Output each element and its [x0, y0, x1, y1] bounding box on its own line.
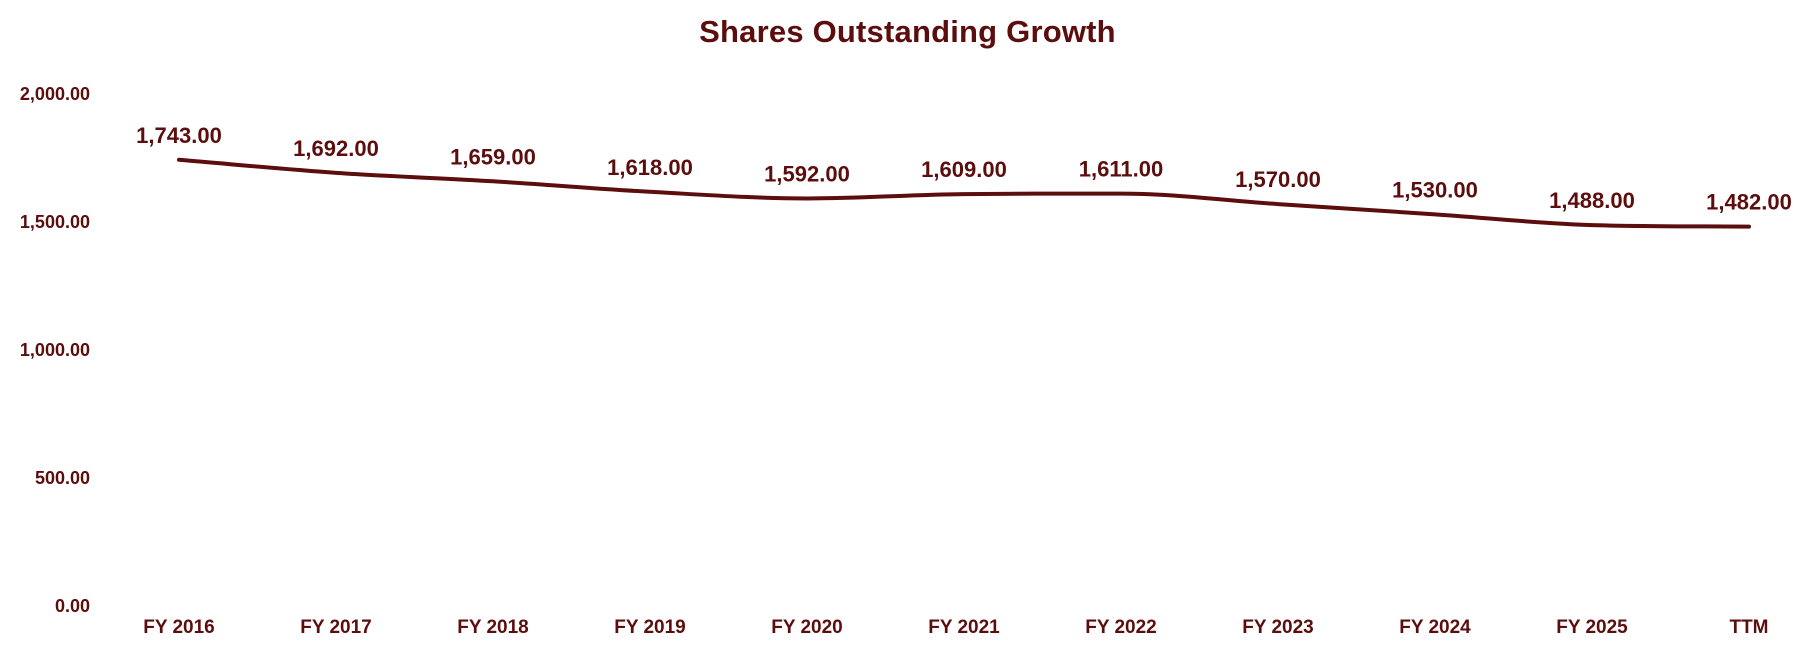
y-tick-label: 500.00 [35, 468, 90, 488]
data-point [177, 158, 181, 162]
data-point [1433, 212, 1437, 216]
data-point [1747, 225, 1751, 229]
x-tick-label: FY 2019 [614, 617, 685, 638]
data-label: 1,611.00 [1079, 157, 1163, 182]
x-tick-label: FY 2023 [1242, 617, 1313, 638]
data-point [805, 196, 809, 200]
y-tick-label: 0.00 [55, 596, 90, 616]
data-labels-group: 1,743.00 1,692.00 1,659.00 1,618.00 1,592.00… [136, 123, 1792, 215]
x-tick-label: FY 2018 [457, 617, 528, 638]
series-group [177, 157, 1751, 229]
data-label: 1,692.00 [293, 136, 379, 161]
x-tick-label: FY 2020 [771, 617, 842, 638]
x-tick-label: FY 2016 [143, 617, 214, 638]
data-point [1119, 192, 1123, 196]
data-label: 1,743.00 [136, 123, 222, 148]
data-point [491, 179, 495, 183]
x-tick-label: TTM [1729, 617, 1768, 638]
x-tick-label: FY 2022 [1085, 617, 1156, 638]
data-label: 1,592.00 [764, 161, 850, 186]
x-tick-label: FY 2021 [928, 617, 1000, 638]
x-tick-label: FY 2025 [1556, 617, 1628, 638]
data-label: 1,659.00 [450, 144, 536, 169]
x-tick-label: FY 2024 [1399, 617, 1471, 638]
data-point [962, 192, 966, 196]
x-tick-label: FY 2017 [300, 617, 371, 638]
data-label: 1,570.00 [1235, 167, 1321, 192]
data-label: 1,530.00 [1392, 177, 1478, 202]
data-label: 1,618.00 [607, 155, 693, 180]
y-tick-label: 2,000.00 [20, 84, 90, 104]
data-label: 1,482.00 [1706, 190, 1792, 215]
y-axis: 0.00 500.00 1,000.00 1,500.00 2,000.00 [20, 84, 90, 616]
x-axis: FY 2016 FY 2017 FY 2018 FY 2019 FY 2020 FY 20… [143, 617, 1768, 638]
data-point [334, 171, 338, 175]
data-label: 1,609.00 [921, 157, 1007, 182]
chart-title: Shares Outstanding Growth [699, 14, 1116, 49]
data-point [1276, 202, 1280, 206]
data-label: 1,488.00 [1549, 188, 1635, 213]
y-tick-label: 1,500.00 [20, 212, 90, 232]
y-tick-label: 1,000.00 [20, 340, 90, 360]
data-point [648, 190, 652, 194]
data-point [1590, 223, 1594, 227]
series-line [177, 157, 1751, 229]
